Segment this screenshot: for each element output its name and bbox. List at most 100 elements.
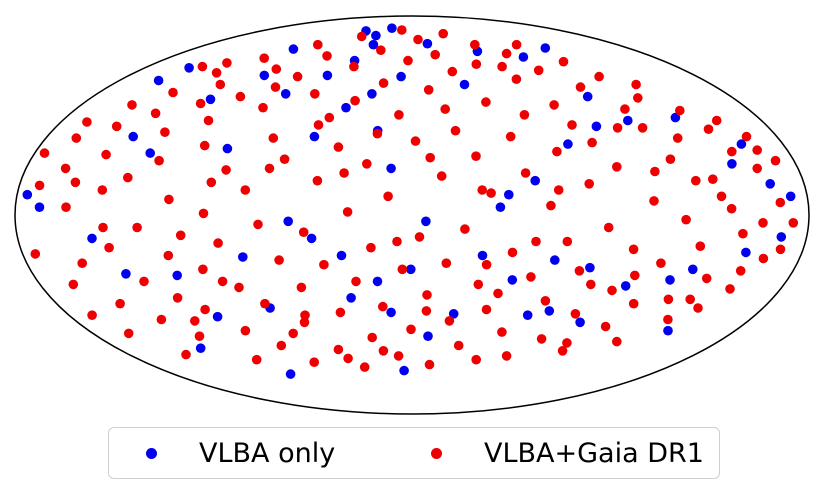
point-series-0-34: [396, 71, 406, 82]
point-series-1-105: [471, 59, 482, 69]
point-series-1-115: [511, 74, 522, 84]
point-series-1-203: [421, 306, 432, 316]
point-series-1-84: [410, 136, 421, 146]
point-series-1-205: [531, 236, 541, 247]
point-series-1-184: [222, 58, 232, 68]
point-series-1-130: [612, 162, 622, 172]
point-series-1-82: [403, 55, 413, 66]
point-series-1-149: [631, 79, 641, 90]
point-series-0-53: [585, 262, 595, 273]
point-series-1-99: [473, 279, 484, 290]
point-series-1-34: [199, 140, 210, 151]
point-series-1-151: [708, 174, 718, 184]
point-series-1-87: [422, 290, 432, 300]
point-series-1-10: [111, 121, 122, 132]
point-series-1-147: [672, 133, 683, 143]
point-series-1-135: [600, 321, 611, 332]
point-series-1-108: [497, 327, 507, 337]
point-series-1-66: [333, 142, 344, 152]
point-series-1-24: [194, 331, 205, 342]
point-series-1-95: [460, 224, 470, 234]
point-series-1-152: [701, 273, 712, 284]
point-series-0-8: [205, 94, 216, 105]
point-series-1-206: [567, 120, 577, 130]
point-series-0-32: [386, 307, 396, 318]
point-series-1-100: [438, 28, 449, 39]
point-series-1-102: [481, 304, 492, 315]
legend-label-vlba-gaia: VLBA+Gaia DR1: [484, 437, 704, 469]
point-series-1-37: [198, 208, 209, 219]
point-series-1-60: [313, 120, 324, 130]
point-series-1-171: [190, 316, 200, 326]
point-series-1-39: [271, 64, 282, 74]
point-series-1-185: [175, 230, 186, 241]
point-series-1-163: [758, 253, 769, 264]
point-series-1-8: [77, 258, 87, 269]
point-series-1-160: [711, 115, 722, 126]
point-series-1-2: [34, 180, 45, 191]
point-series-1-197: [98, 222, 108, 233]
point-series-1-186: [270, 82, 281, 92]
point-series-1-76: [378, 301, 388, 312]
point-series-0-26: [336, 250, 347, 261]
legend-marker-vlba-gaia: [431, 447, 442, 459]
point-series-1-44: [258, 102, 268, 113]
point-series-1-117: [552, 146, 562, 157]
points-layer: [22, 23, 799, 379]
point-series-1-86: [413, 34, 423, 45]
point-series-1-51: [309, 357, 320, 368]
point-series-1-201: [343, 353, 353, 364]
point-series-1-153: [675, 105, 685, 116]
point-series-1-118: [562, 236, 573, 247]
point-series-1-97: [453, 340, 464, 351]
point-series-1-88: [423, 85, 434, 95]
point-series-1-77: [397, 25, 407, 35]
point-series-1-40: [213, 238, 223, 248]
point-series-1-128: [511, 39, 522, 50]
point-series-0-65: [736, 139, 747, 149]
point-series-1-98: [471, 151, 481, 161]
point-series-0-42: [477, 250, 488, 261]
mollweide-plot: [14, 15, 810, 415]
point-series-1-167: [770, 155, 781, 166]
point-series-1-156: [703, 124, 714, 134]
point-series-1-116: [540, 296, 551, 306]
point-series-1-172: [206, 177, 217, 188]
point-series-1-41: [221, 165, 231, 175]
point-series-1-119: [501, 48, 512, 59]
point-series-0-52: [518, 52, 529, 62]
point-series-1-158: [727, 146, 737, 157]
point-series-1-170: [197, 61, 208, 72]
point-series-1-113: [501, 351, 512, 361]
point-series-1-0: [39, 148, 50, 158]
point-series-1-166: [775, 244, 786, 255]
point-series-0-54: [575, 317, 585, 328]
point-series-0-69: [195, 343, 206, 354]
point-series-1-142: [612, 336, 622, 347]
point-series-1-169: [87, 310, 97, 321]
point-series-1-20: [139, 276, 149, 287]
point-series-0-63: [727, 159, 737, 169]
point-series-1-28: [163, 250, 174, 261]
point-series-1-54: [279, 154, 290, 164]
sky-ellipse-frame: [14, 15, 810, 415]
point-series-1-85: [414, 232, 425, 242]
point-series-1-18: [156, 314, 167, 325]
point-series-0-19: [322, 70, 333, 81]
point-series-0-51: [563, 139, 573, 149]
point-series-1-5: [60, 163, 71, 174]
point-series-1-67: [359, 362, 370, 372]
point-series-1-199: [217, 276, 228, 287]
point-series-1-91: [441, 258, 452, 269]
point-series-0-58: [540, 43, 551, 53]
point-series-1-124: [533, 65, 544, 76]
point-series-0-23: [371, 30, 381, 41]
point-series-1-19: [123, 172, 133, 183]
point-series-1-187: [300, 310, 310, 321]
point-series-1-29: [164, 194, 174, 205]
point-series-1-145: [633, 93, 643, 103]
point-series-1-136: [558, 56, 569, 67]
legend-marker-vlba-only: [146, 447, 157, 459]
point-series-1-69: [342, 207, 353, 217]
point-series-0-0: [22, 189, 33, 200]
